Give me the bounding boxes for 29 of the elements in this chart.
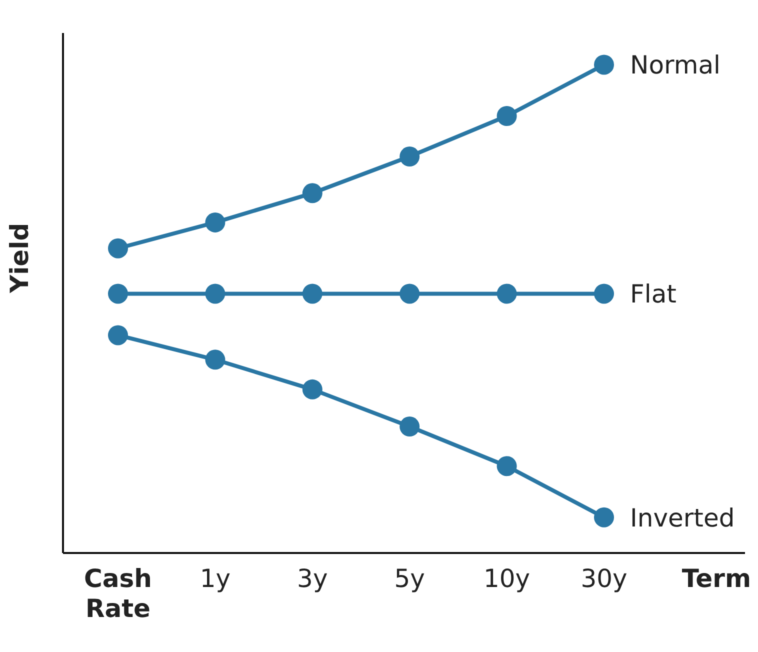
series-label: Flat (630, 280, 677, 309)
point (594, 284, 614, 304)
point (496, 106, 517, 126)
point (108, 325, 128, 346)
point (302, 284, 322, 304)
x-tick-label: 10y (483, 564, 530, 593)
x-tick-label: 30y (580, 564, 628, 593)
point (594, 54, 614, 75)
point (302, 183, 322, 204)
point (205, 212, 226, 232)
point (108, 238, 128, 258)
point (400, 416, 420, 437)
series-label: Inverted (630, 503, 735, 532)
point (108, 284, 128, 304)
point (205, 284, 226, 304)
point (594, 507, 614, 528)
series-label: Normal (630, 50, 720, 80)
point (400, 284, 420, 304)
x-tick-label: 5y (394, 564, 426, 593)
x-tick-label: 1y (200, 564, 231, 593)
point (496, 456, 517, 476)
y-axis-title: Yield (4, 222, 34, 294)
point (205, 350, 226, 370)
x-tick-label: 3y (297, 564, 328, 593)
point (302, 379, 322, 400)
point (496, 284, 517, 304)
point (400, 146, 420, 167)
x-tick-label: Cash Rate (84, 564, 152, 623)
x-axis-title: Term (682, 564, 751, 593)
